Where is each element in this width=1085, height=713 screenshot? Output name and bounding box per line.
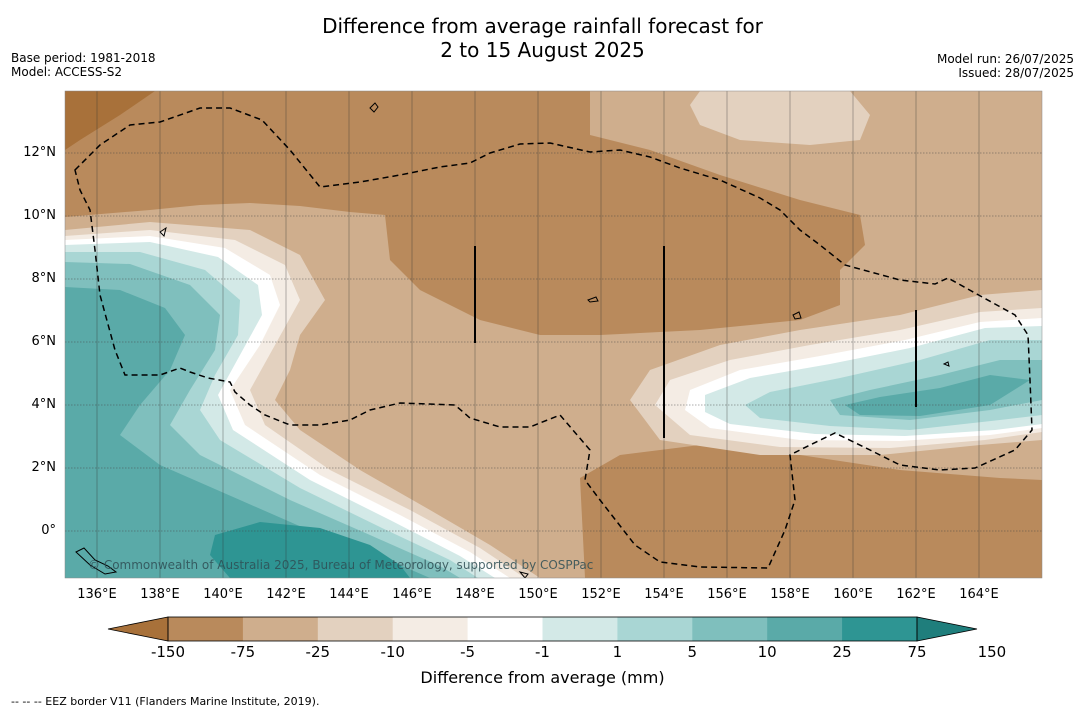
lon-label: 160°E — [833, 587, 873, 602]
lon-label: 150°E — [518, 587, 558, 602]
colorbar-segment — [168, 617, 244, 641]
lat-label: 10°N — [23, 208, 56, 223]
lat-label: 2°N — [31, 460, 57, 475]
colorbar-tick-label: 1 — [612, 643, 623, 661]
colorbar-segment — [692, 617, 768, 641]
colorbar-tick-label: -10 — [380, 643, 405, 661]
colorbar-tick-label: 25 — [832, 643, 852, 661]
lat-label: 12°N — [23, 145, 56, 160]
lon-label: 142°E — [266, 587, 306, 602]
lon-label: 144°E — [329, 587, 369, 602]
wet-west-7 — [65, 287, 430, 578]
colorbar-tick-label: -5 — [460, 643, 476, 661]
lat-label: 6°N — [31, 334, 57, 349]
lat-gridlines — [65, 152, 1042, 532]
colorbar-tick-label: 10 — [757, 643, 777, 661]
dry-zone-south — [580, 445, 1042, 578]
colorbar-segment — [842, 617, 918, 641]
colorbar-min-outline — [107, 616, 169, 642]
run-info: Model run: 26/07/2025 Issued: 28/07/2025 — [937, 52, 1074, 80]
lon-label: 152°E — [581, 587, 621, 602]
boundary-lines — [474, 246, 917, 438]
model-run-date: Model run: 26/07/2025 — [936, 52, 1074, 66]
model-info: Base period: 1981-2018 Model: ACCESS-S2 — [11, 51, 156, 79]
issued-date: Issued: 28/07/2025 — [958, 66, 1074, 80]
lon-label: 154°E — [644, 587, 684, 602]
colorbar-tick-label: -150 — [150, 643, 186, 661]
lon-label: 146°E — [392, 587, 432, 602]
lon-label: 136°E — [77, 587, 117, 602]
colorbar-tick-label: -1 — [535, 643, 550, 661]
colorbar-segment — [767, 617, 843, 641]
copyright-notice: © Commonwealth of Australia 2025, Bureau… — [88, 558, 594, 572]
colorbar-title: Difference from average (mm) — [420, 668, 665, 687]
lat-label: 8°N — [31, 271, 57, 286]
colorbar-max-outline — [916, 616, 978, 642]
eez-footnote: -- -- -- EEZ border V11 (Flanders Marine… — [11, 695, 320, 708]
lat-label: 0° — [41, 523, 56, 538]
wet-east-7 — [845, 375, 1030, 416]
island-outlines — [75, 102, 950, 578]
colorbar-max-arrow — [917, 617, 977, 641]
light-patch-top — [690, 91, 870, 145]
lon-label: 156°E — [707, 587, 747, 602]
colorbar-segment — [617, 617, 693, 641]
lon-label: 162°E — [896, 587, 936, 602]
lat-label: 4°N — [31, 397, 57, 412]
map-title: Difference from average rainfall forecas… — [0, 14, 1085, 62]
lon-gridlines — [96, 91, 980, 578]
colorbar-min-arrow — [108, 617, 168, 641]
lon-label: 158°E — [770, 587, 810, 602]
colorbar-tick-label: 75 — [907, 643, 927, 661]
dry-zone-topleft — [65, 91, 155, 150]
colorbar-segment — [542, 617, 618, 641]
colorbar-segment — [467, 617, 543, 641]
colorbar-tick-label: 150 — [977, 643, 1007, 661]
colorbar-tick-label: -75 — [230, 643, 256, 661]
lon-label: 164°E — [959, 587, 999, 602]
colorbar-tick-label: 5 — [687, 643, 698, 661]
colorbar-segment — [392, 617, 469, 641]
title-line-1: Difference from average rainfall forecas… — [322, 14, 763, 38]
lon-label: 140°E — [203, 587, 243, 602]
map-frame — [64, 90, 1043, 579]
map-fill — [65, 91, 1042, 578]
base-period: Base period: 1981-2018 — [11, 51, 156, 65]
colorbar-segment — [317, 617, 394, 641]
model-name: Model: ACCESS-S2 — [11, 65, 123, 79]
colorbar-segments — [168, 617, 918, 641]
wet-west-8 — [210, 522, 410, 578]
colorbar-tick-label: -25 — [305, 643, 331, 661]
eez-border-lines — [74, 107, 1033, 569]
lon-label: 138°E — [140, 587, 180, 602]
title-line-2: 2 to 15 August 2025 — [440, 38, 645, 62]
colorbar-segment — [242, 617, 319, 641]
lon-label: 148°E — [455, 587, 495, 602]
